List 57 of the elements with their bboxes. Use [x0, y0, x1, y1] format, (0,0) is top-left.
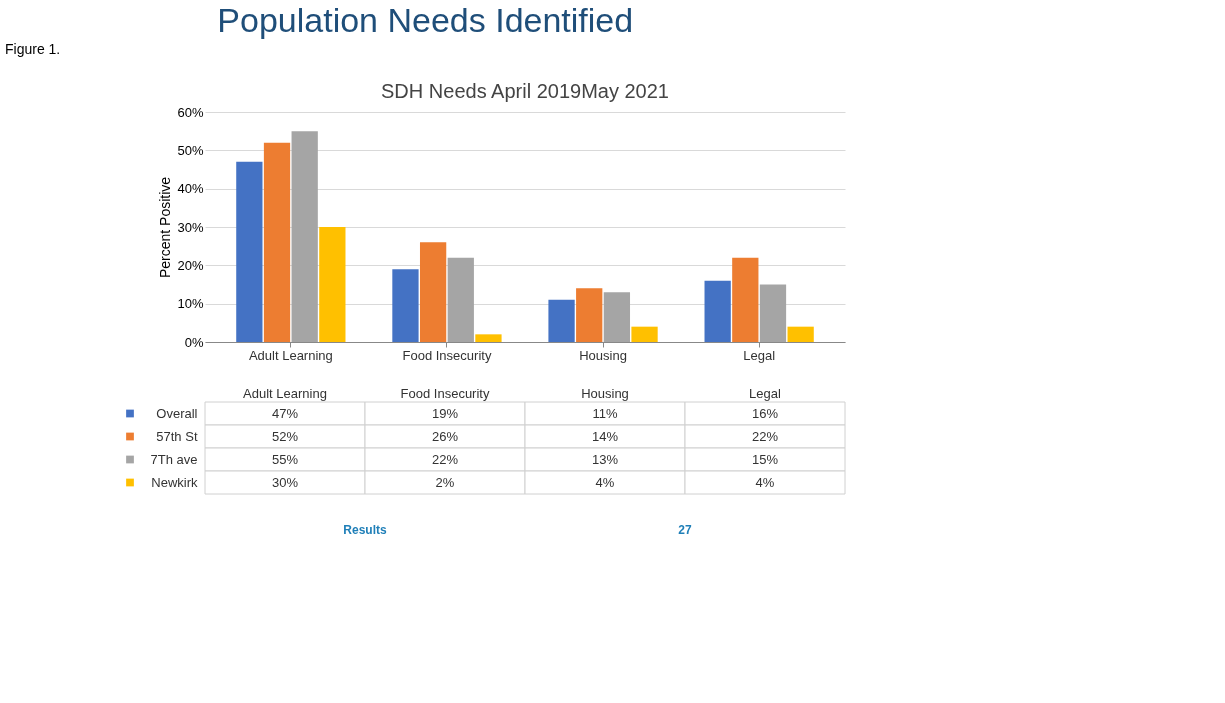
- data-label: 13%: [591, 451, 619, 467]
- chart-subtitle: SDH Needs April 2019May 2021: [381, 80, 669, 102]
- bar: [419, 242, 447, 342]
- bar: [319, 227, 346, 342]
- data-label: 26%: [431, 428, 459, 444]
- bar: [263, 142, 291, 342]
- data-label: 22%: [751, 428, 779, 444]
- y-tick-label: 0%: [184, 334, 204, 350]
- category-label: Legal: [749, 385, 781, 401]
- x-tick-label: Food Insecurity: [402, 347, 492, 363]
- y-tick-label: 20%: [177, 257, 204, 273]
- y-tick-label: 30%: [177, 219, 204, 235]
- category-label: Adult Learning: [243, 385, 327, 401]
- legend-label: 57th St: [156, 428, 198, 444]
- data-label: 52%: [271, 428, 299, 444]
- bar: [236, 161, 263, 342]
- legend-label: Newkirk: [151, 474, 198, 490]
- y-tick-label: 10%: [177, 296, 204, 312]
- data-label: 47%: [271, 405, 299, 421]
- y-axis-title: Percent Positive: [157, 176, 174, 279]
- category-label: Food Insecurity: [400, 385, 490, 401]
- x-tick-label: Legal: [743, 347, 776, 363]
- bar: [392, 269, 419, 342]
- caption: Figure 1.: [5, 41, 61, 57]
- legend-label: Overall: [156, 405, 198, 421]
- text: 27: [678, 523, 692, 537]
- bar: [291, 131, 318, 342]
- data-label: 4%: [595, 474, 615, 490]
- bar: [576, 288, 603, 342]
- category-label: Housing: [581, 385, 629, 401]
- data-label: 16%: [751, 405, 779, 421]
- y-tick-label: 60%: [177, 104, 204, 120]
- data-label: 4%: [755, 474, 775, 490]
- legend-label: 7Th ave: [150, 451, 198, 467]
- x-tick-label: Housing: [579, 347, 627, 363]
- text: Results: [343, 523, 387, 537]
- data-label: 11%: [592, 405, 618, 421]
- y-tick-label: 50%: [177, 142, 204, 158]
- y-tick-label: 40%: [177, 181, 204, 197]
- chart-title: Population Needs Identified: [217, 1, 634, 39]
- x-tick-label: Adult Learning: [248, 347, 333, 363]
- data-label: 14%: [591, 428, 619, 444]
- bar: [548, 299, 575, 342]
- data-label: 19%: [431, 405, 459, 421]
- bar: [447, 257, 474, 342]
- bar: [787, 326, 814, 342]
- data-label: 15%: [751, 451, 779, 467]
- bar: [732, 257, 759, 342]
- bar: [631, 326, 658, 342]
- bar: [603, 292, 631, 342]
- data-label: 30%: [271, 474, 299, 490]
- data-label: 2%: [435, 474, 455, 490]
- data-label: 55%: [271, 451, 299, 467]
- bar: [704, 280, 731, 342]
- bar: [759, 284, 787, 342]
- bar: [475, 334, 502, 342]
- data-label: 22%: [431, 451, 459, 467]
